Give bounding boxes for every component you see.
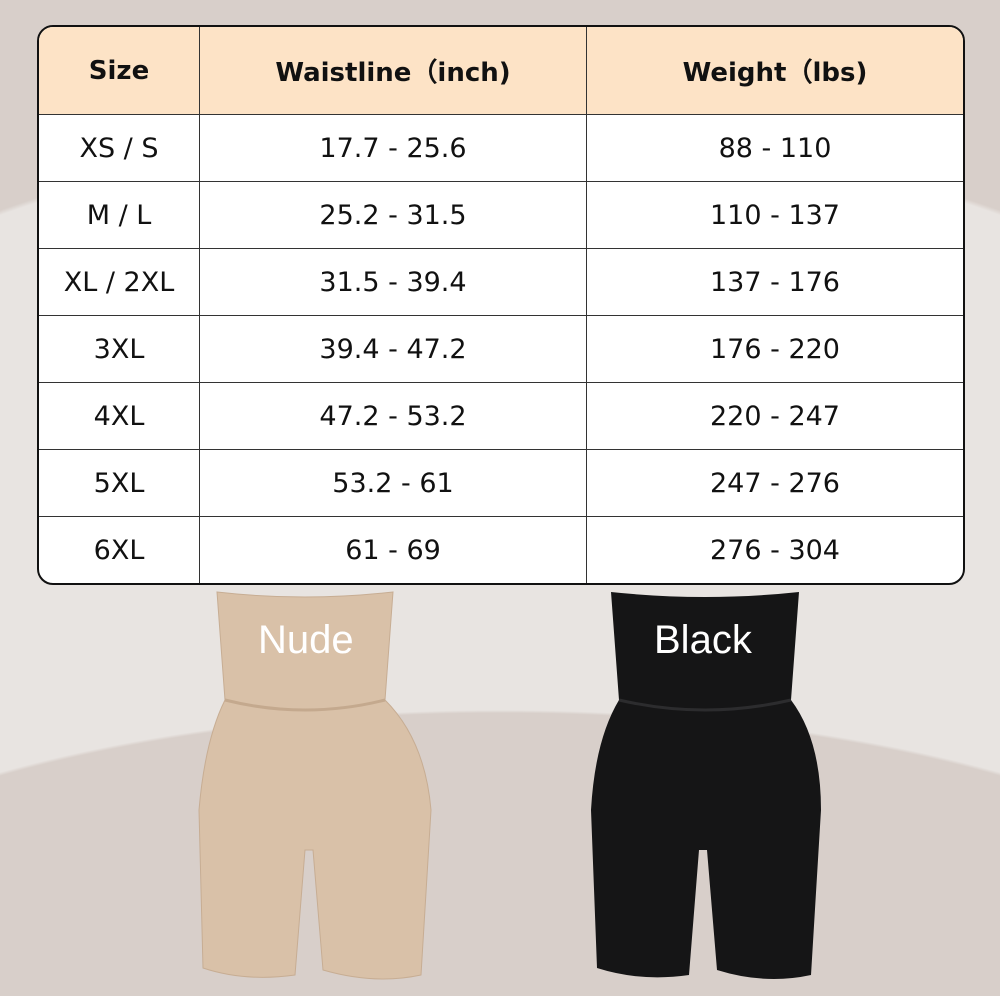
table-row: XL / 2XL 31.5 - 39.4 137 - 176 xyxy=(39,249,963,316)
cell-waistline: 47.2 - 53.2 xyxy=(200,383,587,450)
cell-waistline: 39.4 - 47.2 xyxy=(200,316,587,383)
cell-waistline: 61 - 69 xyxy=(200,517,587,583)
header-size: Size xyxy=(39,27,200,115)
cell-size: XS / S xyxy=(39,115,200,182)
cell-waistline: 25.2 - 31.5 xyxy=(200,182,587,249)
cell-size: M / L xyxy=(39,182,200,249)
table-row: M / L 25.2 - 31.5 110 - 137 xyxy=(39,182,963,249)
cell-weight: 176 - 220 xyxy=(587,316,963,383)
cell-weight: 276 - 304 xyxy=(710,534,840,566)
table-header-row: Size Waistline（inch) Weight（lbs) xyxy=(39,27,963,115)
cell-size: 5XL xyxy=(39,450,200,517)
table-row: 5XL 53.2 - 61 247 - 276 xyxy=(39,450,963,517)
cell-size: 4XL xyxy=(39,383,200,450)
cell-size: 3XL xyxy=(39,316,200,383)
cell-weight: 137 - 176 xyxy=(587,249,963,316)
black-label: Black xyxy=(654,618,752,662)
header-weight: Weight（lbs) xyxy=(587,27,963,115)
cell-size: 6XL xyxy=(39,517,200,583)
nude-label: Nude xyxy=(258,618,354,662)
cell-weight: 110 - 137 xyxy=(587,182,963,249)
cell-weight: 247 - 276 xyxy=(587,450,963,517)
cell-weight: 220 - 247 xyxy=(587,383,963,450)
cell-size: XL / 2XL xyxy=(39,249,200,316)
nude-shapewear-image xyxy=(198,591,432,980)
cell-waistline: 31.5 - 39.4 xyxy=(200,249,587,316)
nude-garment xyxy=(198,591,432,980)
cell-waistline: 17.7 - 25.6 xyxy=(200,115,587,182)
header-waistline: Waistline（inch) xyxy=(200,27,587,115)
cell-weight: 88 - 110 xyxy=(587,115,963,182)
table-row: 3XL 39.4 - 47.2 176 - 220 xyxy=(39,316,963,383)
cell-waistline: 53.2 - 61 xyxy=(200,450,587,517)
black-shapewear-image xyxy=(591,592,821,979)
table-row: 4XL 47.2 - 53.2 220 - 247 xyxy=(39,383,963,450)
table-row: XS / S 17.7 - 25.6 88 - 110 xyxy=(39,115,963,182)
black-garment xyxy=(591,592,821,979)
table-row: 6XL 61 - 69 276 - 304 xyxy=(39,517,963,583)
